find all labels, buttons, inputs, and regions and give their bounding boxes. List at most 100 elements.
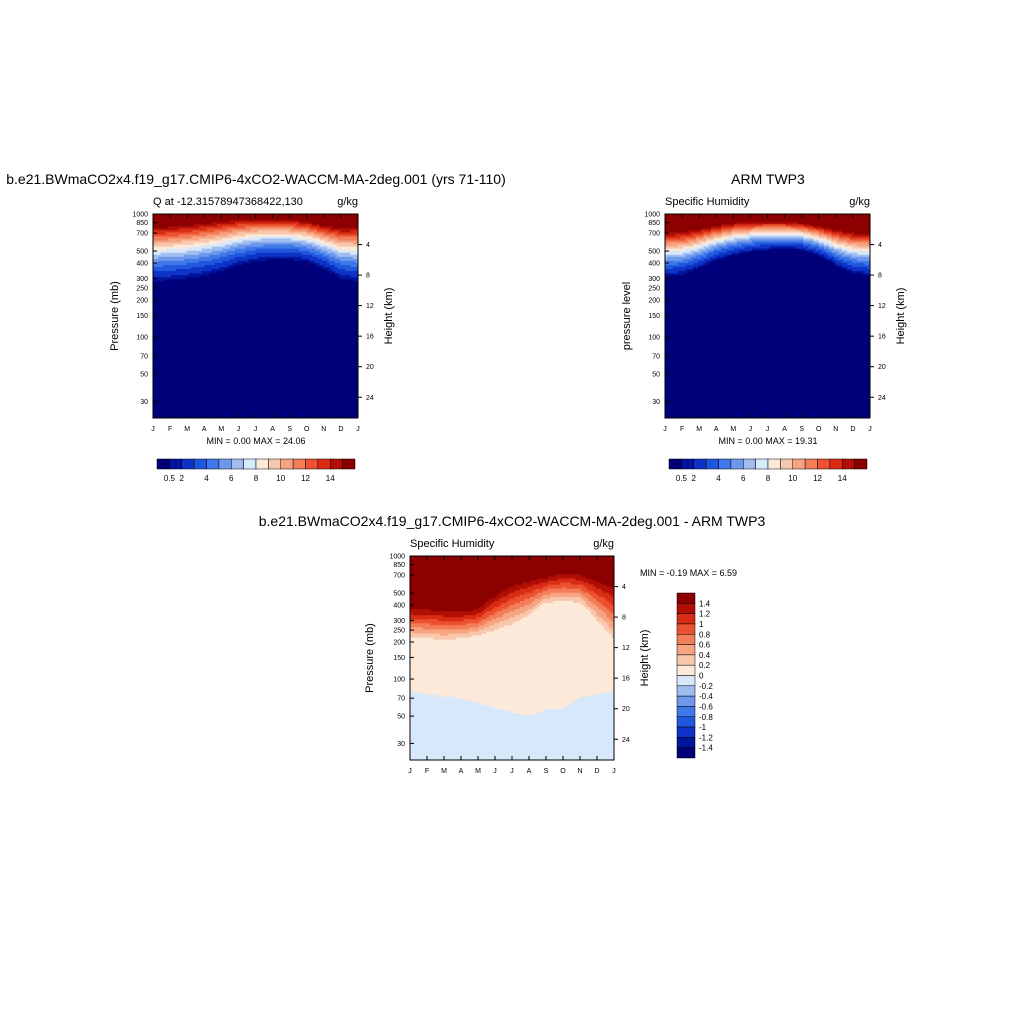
contour-cell xyxy=(276,324,280,327)
contour-cell xyxy=(206,401,210,405)
contour-cell xyxy=(214,238,218,242)
contour-cell xyxy=(188,369,193,372)
contour-cell xyxy=(160,397,164,401)
contour-cell xyxy=(168,342,172,346)
contour-cell xyxy=(206,348,210,352)
contour-cell xyxy=(191,397,195,401)
contour-cell xyxy=(204,291,208,295)
contour-cell xyxy=(160,332,164,335)
contour-cell xyxy=(263,258,267,262)
contour-cell xyxy=(186,369,190,372)
contour-cell xyxy=(170,413,175,417)
contour-cell xyxy=(176,267,180,270)
contour-cell xyxy=(191,354,195,358)
contour-cell xyxy=(268,218,272,221)
contour-cell xyxy=(222,228,226,231)
contour-cell xyxy=(214,275,218,278)
contour-cell xyxy=(229,318,234,321)
contour-cell xyxy=(252,330,257,333)
contour-cell xyxy=(232,297,236,301)
contour-cell xyxy=(273,369,277,372)
contour-cell xyxy=(265,326,269,329)
contour-cell xyxy=(201,399,205,403)
contour-cell xyxy=(211,303,216,307)
contour-cell xyxy=(250,283,254,286)
contour-cell xyxy=(255,403,259,407)
contour-cell xyxy=(255,258,259,262)
contour-cell xyxy=(237,413,241,417)
contour-cell xyxy=(237,246,241,250)
contour-cell xyxy=(178,336,182,340)
contour-cell xyxy=(176,338,180,342)
contour-cell xyxy=(181,232,185,235)
contour-cell xyxy=(265,262,269,266)
contour-cell xyxy=(176,334,180,337)
contour-cell xyxy=(201,295,205,299)
contour-cell xyxy=(224,403,228,407)
contour-cell xyxy=(250,281,254,284)
contour-cell xyxy=(165,307,169,311)
contour-cell xyxy=(183,371,187,374)
contour-cell xyxy=(194,218,198,221)
contour-cell xyxy=(191,322,195,325)
contour-cell xyxy=(217,367,221,370)
contour-cell xyxy=(258,344,262,348)
contour-cell xyxy=(263,342,267,346)
contour-cell xyxy=(194,379,198,382)
contour-cell xyxy=(168,332,172,335)
contour-cell xyxy=(240,281,244,284)
contour-cell xyxy=(163,262,167,266)
contour-cell xyxy=(163,360,167,364)
contour-cell xyxy=(178,413,182,417)
contour-cell xyxy=(199,277,203,280)
contour-cell xyxy=(263,265,267,268)
contour-cell xyxy=(163,397,167,401)
contour-cell xyxy=(186,381,190,384)
contour-cell xyxy=(237,232,241,235)
contour-cell xyxy=(153,356,157,360)
contour-cell xyxy=(237,354,241,358)
contour-cell xyxy=(250,271,254,274)
contour-cell xyxy=(176,236,180,240)
contour-cell xyxy=(276,250,280,254)
contour-cell xyxy=(201,269,205,272)
contour-cell xyxy=(227,269,231,272)
contour-cell xyxy=(178,230,182,233)
contour-cell xyxy=(155,236,159,240)
contour-cell xyxy=(168,324,172,327)
contour-cell xyxy=(258,293,262,297)
contour-cell xyxy=(196,411,200,415)
contour-cell xyxy=(224,379,228,382)
contour-cell xyxy=(186,338,190,342)
contour-cell xyxy=(270,267,275,270)
contour-cell xyxy=(242,279,246,282)
contour-cell xyxy=(232,350,236,354)
contour-cell xyxy=(273,385,277,388)
contour-cell xyxy=(170,289,175,293)
contour-cell xyxy=(214,352,218,356)
contour-cell xyxy=(245,218,249,221)
contour-cell xyxy=(204,226,208,229)
contour-cell xyxy=(176,301,180,305)
contour-cell xyxy=(201,346,205,350)
contour-cell xyxy=(206,309,210,313)
contour-cell xyxy=(209,381,213,384)
contour-cell xyxy=(250,293,254,297)
contour-cell xyxy=(242,258,246,262)
contour-cell xyxy=(278,385,282,388)
contour-cell xyxy=(270,220,275,223)
contour-cell xyxy=(270,269,275,272)
contour-cell xyxy=(263,369,267,372)
contour-cell xyxy=(173,391,177,395)
contour-cell xyxy=(227,214,231,217)
contour-cell xyxy=(224,311,228,315)
contour-cell xyxy=(268,242,272,246)
contour-cell xyxy=(191,234,195,238)
contour-cell xyxy=(245,322,249,325)
contour-cell xyxy=(263,216,267,219)
contour-cell xyxy=(232,275,236,278)
contour-cell xyxy=(186,240,190,244)
contour-cell xyxy=(258,375,262,378)
contour-cell xyxy=(247,289,251,293)
contour-cell xyxy=(258,411,262,415)
